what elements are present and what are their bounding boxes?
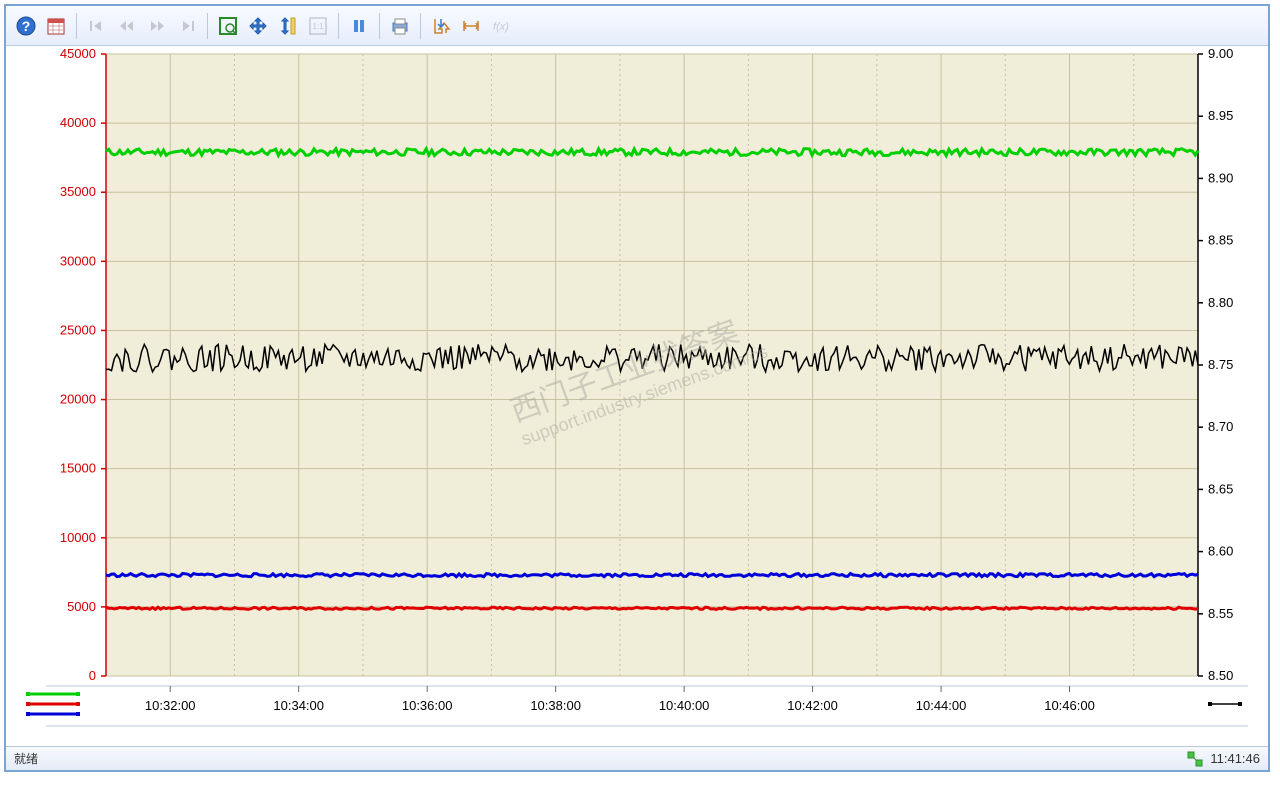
- svg-text:10:32:00: 10:32:00: [145, 698, 196, 713]
- status-text: 就绪: [14, 750, 1186, 767]
- svg-text:8.55: 8.55: [1208, 606, 1233, 621]
- svg-text:30000: 30000: [60, 253, 96, 268]
- svg-text:25000: 25000: [60, 322, 96, 337]
- export-button[interactable]: [427, 12, 455, 40]
- svg-text:0: 0: [89, 668, 96, 683]
- svg-text:20000: 20000: [60, 392, 96, 407]
- svg-text:9.00: 9.00: [1208, 46, 1233, 61]
- chart-area[interactable]: 0 5000 10000 15000 20000 25000 30000 35000 40000…: [6, 46, 1268, 746]
- svg-text:5000: 5000: [67, 599, 96, 614]
- svg-text:8.95: 8.95: [1208, 108, 1233, 123]
- svg-text:8.90: 8.90: [1208, 170, 1233, 185]
- svg-text:10:38:00: 10:38:00: [530, 698, 581, 713]
- svg-text:10:36:00: 10:36:00: [402, 698, 453, 713]
- separator: [420, 13, 421, 39]
- separator: [338, 13, 339, 39]
- svg-text:10:44:00: 10:44:00: [916, 698, 967, 713]
- svg-text:10:42:00: 10:42:00: [787, 698, 838, 713]
- app-window: ? 1:1: [4, 4, 1270, 772]
- svg-text:8.80: 8.80: [1208, 295, 1233, 310]
- svg-text:35000: 35000: [60, 184, 96, 199]
- print-button[interactable]: [386, 12, 414, 40]
- ruler-button[interactable]: [457, 12, 485, 40]
- svg-text:8.65: 8.65: [1208, 481, 1233, 496]
- separator: [76, 13, 77, 39]
- svg-text:8.60: 8.60: [1208, 544, 1233, 559]
- trend-chart: 0 5000 10000 15000 20000 25000 30000 35000 40000…: [6, 46, 1268, 746]
- svg-text:10000: 10000: [60, 530, 96, 545]
- toolbar: ? 1:1: [6, 6, 1268, 46]
- svg-text:1:1: 1:1: [312, 22, 324, 31]
- status-time: 11:41:46: [1210, 751, 1260, 766]
- svg-text:10:40:00: 10:40:00: [659, 698, 710, 713]
- svg-text:f(x): f(x): [493, 21, 509, 33]
- nav-forward-button: [143, 12, 171, 40]
- connection-icon: [1186, 750, 1204, 768]
- svg-text:8.70: 8.70: [1208, 419, 1233, 434]
- nav-last-button: [173, 12, 201, 40]
- svg-text:10:46:00: 10:46:00: [1044, 698, 1095, 713]
- help-button[interactable]: ?: [12, 12, 40, 40]
- pan-button[interactable]: [244, 12, 272, 40]
- fit-button: 1:1: [304, 12, 332, 40]
- zoom-area-button[interactable]: [214, 12, 242, 40]
- svg-text:40000: 40000: [60, 115, 96, 130]
- svg-text:8.85: 8.85: [1208, 233, 1233, 248]
- svg-text:15000: 15000: [60, 461, 96, 476]
- status-bar: 就绪 11:41:46: [6, 746, 1268, 770]
- zoom-y-button[interactable]: [274, 12, 302, 40]
- svg-text:45000: 45000: [60, 46, 96, 61]
- svg-text:8.75: 8.75: [1208, 357, 1233, 372]
- separator: [207, 13, 208, 39]
- svg-text:?: ?: [22, 18, 31, 34]
- svg-text:8.50: 8.50: [1208, 668, 1233, 683]
- svg-text:10:34:00: 10:34:00: [273, 698, 324, 713]
- separator: [379, 13, 380, 39]
- calendar-button[interactable]: [42, 12, 70, 40]
- nav-back-button: [113, 12, 141, 40]
- pause-button[interactable]: [345, 12, 373, 40]
- fx-button: f(x): [487, 12, 515, 40]
- nav-first-button: [83, 12, 111, 40]
